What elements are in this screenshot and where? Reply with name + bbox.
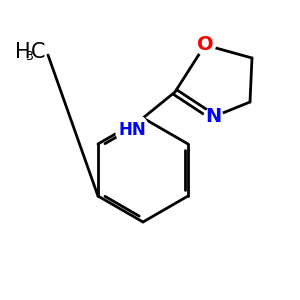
Text: O: O — [197, 35, 213, 55]
Text: H: H — [15, 42, 31, 62]
Text: 3: 3 — [25, 50, 33, 62]
Text: C: C — [31, 42, 46, 62]
Text: HN: HN — [118, 121, 146, 139]
Text: N: N — [205, 107, 221, 127]
